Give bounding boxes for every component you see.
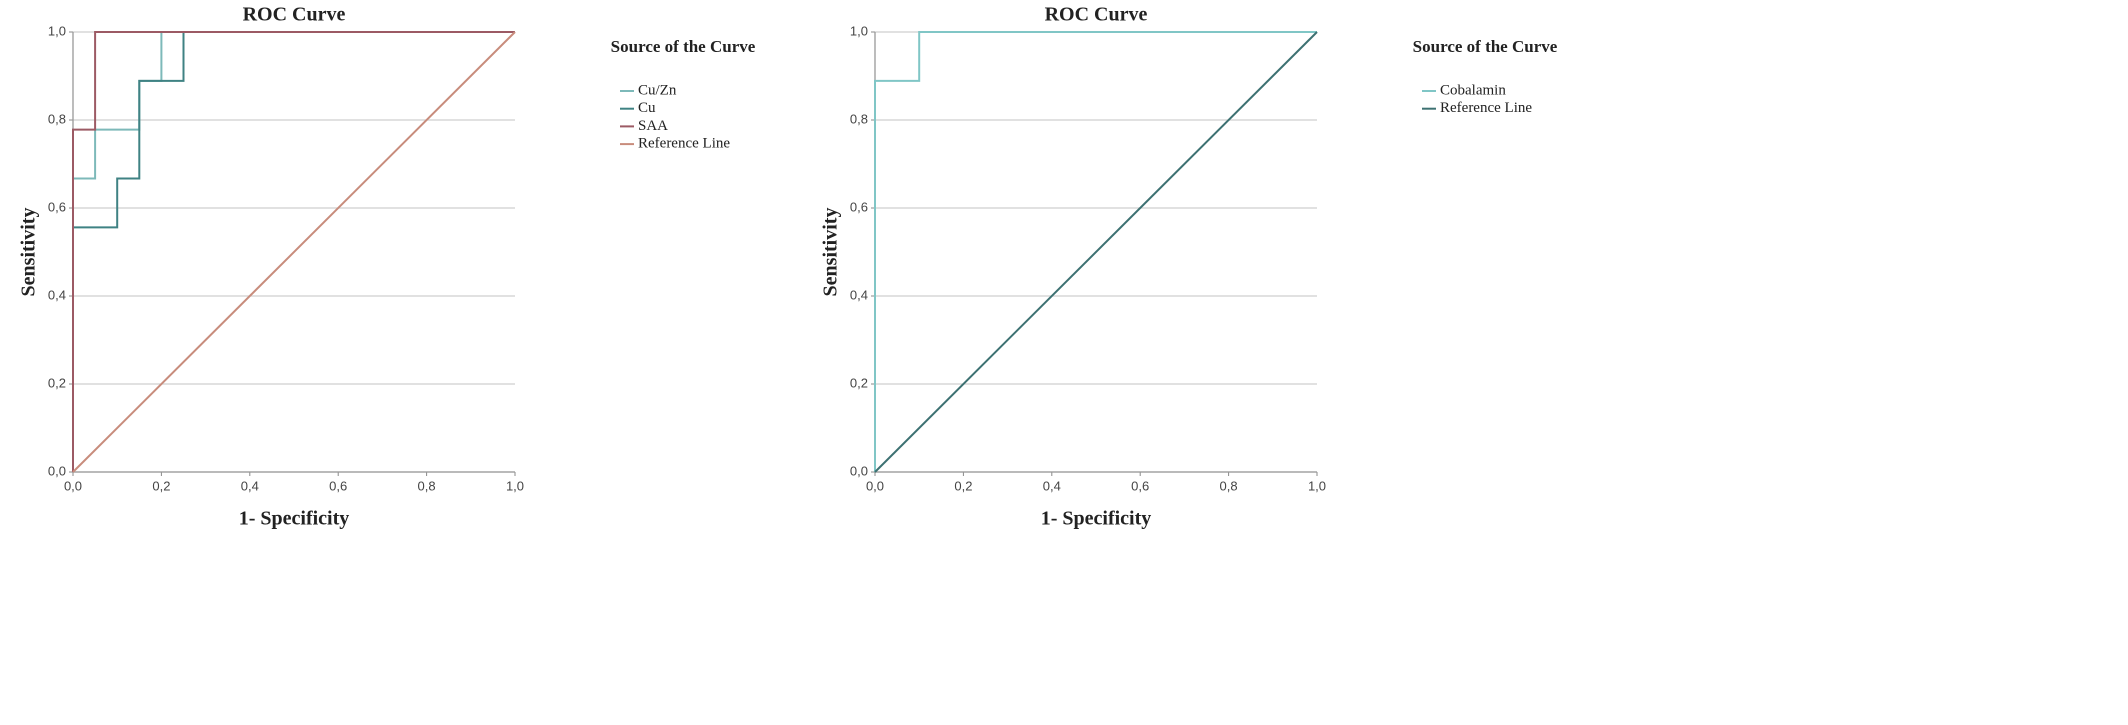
y-tick-label: 0,6 <box>850 199 868 214</box>
y-tick-label: 0,0 <box>48 463 66 478</box>
chart-title: ROC Curve <box>1045 4 1148 26</box>
x-tick-label: 0,0 <box>866 478 884 493</box>
x-axis-label: 1- Specificity <box>239 508 350 530</box>
legend-label: Reference Line <box>638 136 730 152</box>
legend-title: Source of the Curve <box>1412 37 1558 56</box>
legend-label: Cobalamin <box>1440 82 1506 98</box>
y-tick-label: 0,4 <box>48 287 66 302</box>
x-axis-label: 1- Specificity <box>1041 508 1152 530</box>
y-tick-label: 0,6 <box>48 199 66 214</box>
y-tick-label: 0,8 <box>48 111 66 126</box>
x-tick-label: 0,6 <box>1131 478 1149 493</box>
y-tick-label: 0,4 <box>850 287 868 302</box>
legend-label: Reference Line <box>1440 100 1532 116</box>
series-line <box>72 31 516 473</box>
y-tick-label: 1,0 <box>850 23 868 38</box>
series-line <box>874 31 1317 472</box>
series-line <box>874 31 1318 473</box>
chart-title: ROC Curve <box>243 4 346 26</box>
y-tick-label: 0,0 <box>850 463 868 478</box>
series-line <box>72 31 515 472</box>
x-tick-label: 0,2 <box>954 478 972 493</box>
x-tick-label: 1,0 <box>1308 478 1326 493</box>
x-tick-label: 0,8 <box>418 478 436 493</box>
x-tick-label: 0,0 <box>64 478 82 493</box>
x-tick-label: 0,2 <box>152 478 170 493</box>
y-tick-label: 0,2 <box>850 375 868 390</box>
legend-label: Cu <box>638 100 656 116</box>
x-tick-label: 0,8 <box>1220 478 1238 493</box>
legend-label: Cu/Zn <box>638 82 677 98</box>
x-tick-label: 0,4 <box>241 478 259 493</box>
legend-label: SAA <box>638 118 668 134</box>
series-line <box>72 31 515 472</box>
y-tick-label: 0,8 <box>850 111 868 126</box>
x-tick-label: 0,6 <box>329 478 347 493</box>
y-axis-label: Sensitivity <box>18 208 40 297</box>
x-tick-label: 0,4 <box>1043 478 1061 493</box>
x-tick-label: 1,0 <box>506 478 524 493</box>
y-tick-label: 1,0 <box>48 23 66 38</box>
y-axis-label: Sensitivity <box>820 208 842 297</box>
y-tick-label: 0,2 <box>48 375 66 390</box>
legend-title: Source of the Curve <box>610 37 756 56</box>
